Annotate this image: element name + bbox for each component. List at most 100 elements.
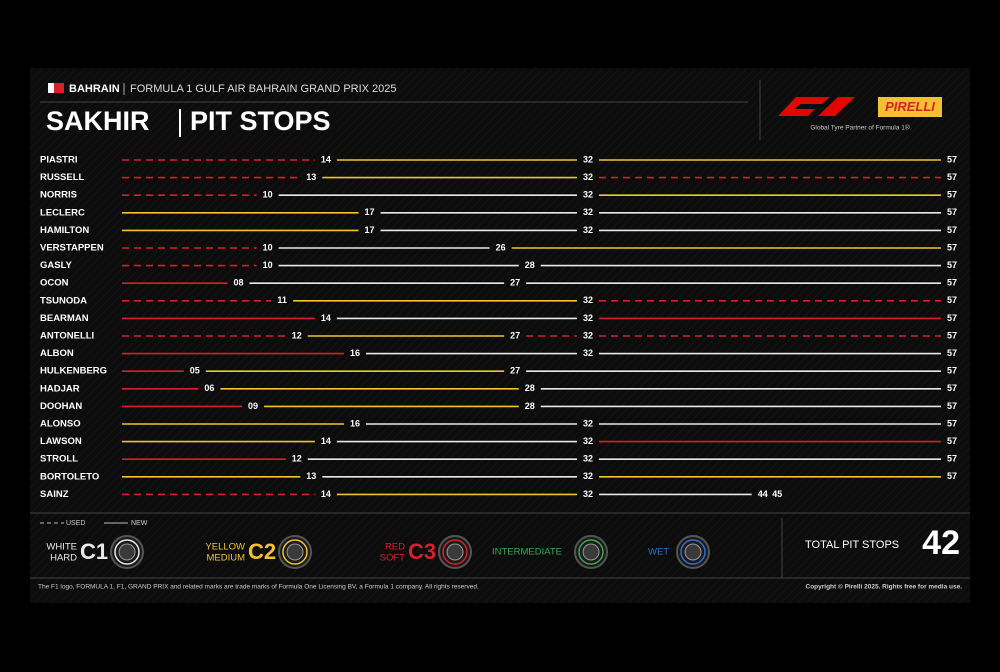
tyre-line2: HARD — [50, 553, 77, 564]
driver-name: NORRIS — [40, 190, 77, 201]
driver-name: ALBON — [40, 348, 74, 359]
driver-name: DOOHAN — [40, 401, 82, 412]
legend-new-label: NEW — [131, 520, 148, 527]
stop-lap: 45 — [772, 489, 782, 499]
stop-lap: 32 — [583, 348, 593, 358]
tyre-band — [282, 539, 308, 565]
pirelli-logo — [878, 97, 942, 117]
stop-lap: 28 — [525, 401, 535, 411]
tyre-band — [578, 539, 604, 565]
stop-lap: 09 — [248, 401, 258, 411]
stop-lap: 27 — [510, 366, 520, 376]
tyre-band — [442, 539, 468, 565]
driver-name: HULKENBERG — [40, 366, 107, 377]
tyre-line2: MEDIUM — [206, 553, 245, 564]
stop-lap: 57 — [947, 172, 957, 182]
stop-lap: 28 — [525, 260, 535, 270]
tyre-rim — [582, 543, 600, 561]
stop-lap: 32 — [583, 489, 593, 499]
tyre-code: C3 — [408, 539, 436, 564]
title: SAKHIR — [46, 106, 150, 136]
driver-name: GASLY — [40, 260, 73, 271]
driver-name: BORTOLETO — [40, 471, 99, 482]
country: BAHRAIN — [69, 83, 120, 95]
stop-lap: 13 — [306, 471, 316, 481]
tyre-band — [114, 539, 140, 565]
stop-lap: 32 — [583, 436, 593, 446]
tyre-line1: RED — [385, 542, 405, 553]
stop-lap: 32 — [583, 418, 593, 428]
driver-name: TSUNODA — [40, 295, 87, 306]
tyre-label: INTERMEDIATE — [492, 547, 562, 558]
total: 42 — [922, 524, 960, 562]
tyre-rim — [118, 543, 136, 561]
stop-lap: 32 — [583, 454, 593, 464]
stop-lap: 57 — [947, 225, 957, 235]
total-label: TOTAL PIT STOPS — [805, 539, 899, 551]
stop-lap: 57 — [947, 401, 957, 411]
stop-lap: 57 — [947, 471, 957, 481]
stop-lap: 57 — [947, 348, 957, 358]
stop-lap: 06 — [204, 383, 214, 393]
stop-lap: 57 — [947, 278, 957, 288]
flag-red — [54, 83, 64, 93]
footer-right: Copyright © Pirelli 2025. Rights free fo… — [806, 583, 963, 591]
stop-lap: 32 — [583, 207, 593, 217]
stop-lap: 14 — [321, 313, 331, 323]
stop-lap: 44 — [758, 489, 768, 499]
stop-lap: 08 — [233, 278, 243, 288]
tyre-line1: WHITE — [46, 542, 77, 553]
stop-lap: 27 — [510, 330, 520, 340]
stop-lap: 32 — [583, 330, 593, 340]
tyre-line2: SOFT — [380, 553, 406, 564]
stop-lap: 57 — [947, 418, 957, 428]
stop-lap: 32 — [583, 172, 593, 182]
driver-name: BEARMAN — [40, 313, 89, 324]
stop-lap: 10 — [263, 190, 273, 200]
stop-lap: 27 — [510, 278, 520, 288]
driver-name: ALONSO — [40, 419, 81, 430]
footer-left: The F1 logo, FORMULA 1, F1, GRAND PRIX a… — [38, 584, 479, 591]
driver-name: LECLERC — [40, 207, 85, 218]
stop-lap: 16 — [350, 348, 360, 358]
stop-lap: 57 — [947, 366, 957, 376]
stop-lap: 16 — [350, 418, 360, 428]
stop-lap: 32 — [583, 313, 593, 323]
tyre-code: C1 — [80, 539, 108, 564]
stop-lap: 05 — [190, 366, 200, 376]
stop-lap: 12 — [292, 330, 302, 340]
stop-lap: 17 — [365, 225, 375, 235]
driver-name: HAMILTON — [40, 225, 89, 236]
subtitle: PIT STOPS — [190, 106, 331, 136]
f1-logo — [778, 97, 855, 116]
tyre-line1: YELLOW — [205, 542, 245, 553]
tyre-label: WET — [648, 547, 669, 558]
tyre-rim — [286, 543, 304, 561]
driver-name: PIASTRI — [40, 155, 77, 166]
stop-lap: 28 — [525, 383, 535, 393]
stop-lap: 10 — [263, 242, 273, 252]
stop-lap: 14 — [321, 154, 331, 164]
stop-lap: 32 — [583, 154, 593, 164]
driver-name: HADJAR — [40, 383, 80, 394]
tyre-code: C2 — [248, 539, 276, 564]
stop-lap: 13 — [306, 172, 316, 182]
stop-lap: 57 — [947, 242, 957, 252]
stop-lap: 57 — [947, 436, 957, 446]
driver-name: LAWSON — [40, 436, 82, 447]
driver-name: OCON — [40, 278, 69, 289]
stop-lap: 57 — [947, 383, 957, 393]
driver-name: SAINZ — [40, 489, 69, 500]
stop-lap: 57 — [947, 190, 957, 200]
stop-lap: 14 — [321, 436, 331, 446]
stop-lap: 57 — [947, 295, 957, 305]
stop-lap: 57 — [947, 154, 957, 164]
stop-lap: 57 — [947, 330, 957, 340]
brand: PIRELLI — [885, 99, 935, 114]
stop-lap: 32 — [583, 471, 593, 481]
tyre-band — [680, 539, 706, 565]
stop-lap: 11 — [277, 295, 287, 305]
driver-name: ANTONELLI — [40, 331, 94, 342]
legend-used-label: USED — [66, 520, 85, 527]
